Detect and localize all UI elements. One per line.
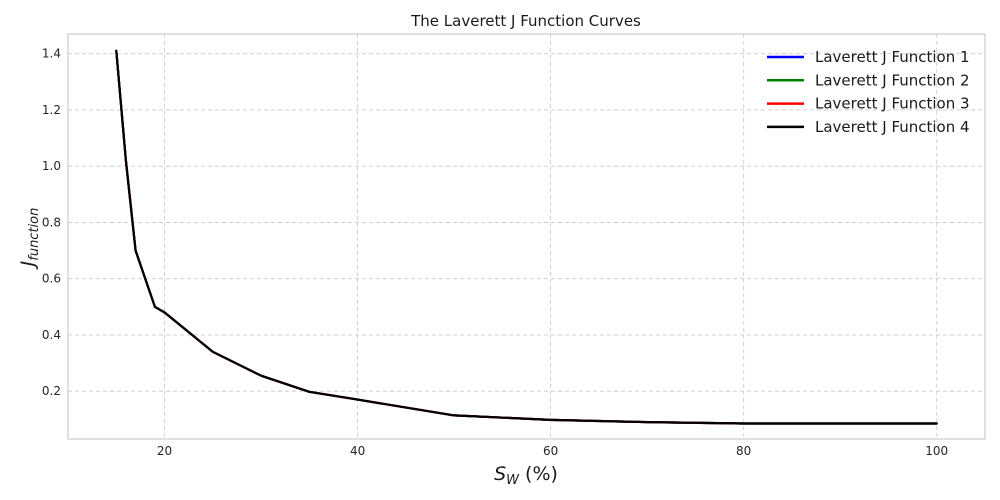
chart-title: The Laverett J Function Curves [410, 12, 641, 30]
grid [68, 34, 985, 439]
x-axis-label-sub: W [506, 473, 520, 488]
legend: Laverett J Function 1 Laverett J Function… [767, 48, 970, 136]
y-tick-label: 0.4 [42, 328, 61, 342]
x-tick-label: 100 [925, 444, 948, 458]
x-axis-label: SW (%) [494, 463, 558, 488]
y-tick-label: 1.2 [42, 103, 61, 117]
x-axis-label-suffix: (%) [519, 463, 558, 485]
y-axis-label-sub: function [27, 208, 42, 261]
x-tick-label: 20 [157, 444, 172, 458]
series-line-4 [115, 49, 938, 425]
y-tick-labels: 0.2 0.4 0.6 0.8 1.0 1.2 1.4 [42, 47, 61, 399]
y-tick-label: 0.6 [42, 272, 61, 286]
x-tick-label: 80 [736, 444, 751, 458]
y-tick-label: 1.0 [42, 159, 61, 173]
x-tick-labels: 20 40 60 80 100 [157, 444, 948, 458]
x-axis-label-main: S [494, 463, 506, 485]
y-tick-label: 0.2 [42, 384, 61, 398]
legend-label-4: Laverett J Function 4 [815, 118, 970, 136]
plot-frame [67, 33, 986, 440]
legend-label-1: Laverett J Function 1 [815, 48, 970, 66]
x-tick-label: 40 [350, 444, 365, 458]
x-tick-label: 60 [543, 444, 558, 458]
y-tick-label: 0.8 [42, 215, 61, 229]
y-axis-label-main: J [17, 260, 39, 270]
series-lines [115, 49, 938, 425]
y-tick-label: 1.4 [42, 47, 61, 61]
legend-label-2: Laverett J Function 2 [815, 71, 970, 89]
legend-label-3: Laverett J Function 3 [815, 95, 970, 113]
y-axis-label: Jfunction [17, 208, 42, 271]
